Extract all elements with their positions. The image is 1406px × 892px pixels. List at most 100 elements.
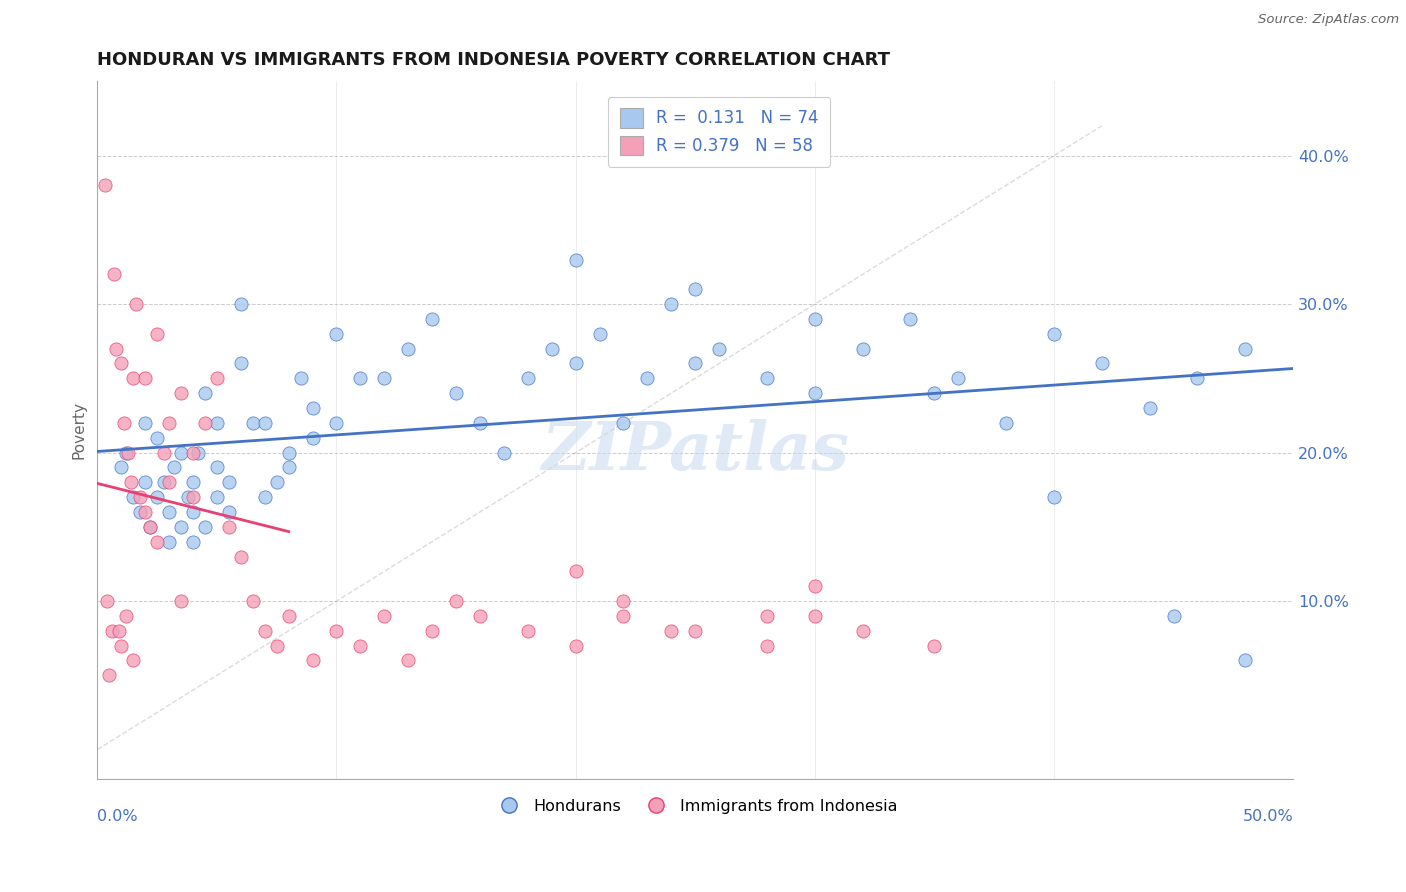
Point [1043,326,1066,341]
Point [516,624,538,638]
Point [852,342,875,356]
Point [194,386,217,401]
Point [1139,401,1161,415]
Point [129,505,152,519]
Point [396,653,419,667]
Point [139,520,162,534]
Point [755,608,778,623]
Point [924,639,946,653]
Point [1234,653,1257,667]
Point [266,475,288,490]
Point [110,639,132,653]
Point [134,475,156,490]
Point [110,356,132,370]
Point [187,445,209,459]
Point [181,445,204,459]
Point [277,608,299,623]
Point [564,356,586,370]
Point [612,594,634,608]
Point [325,326,347,341]
Point [153,475,176,490]
Point [110,460,132,475]
Point [218,520,240,534]
Point [373,371,395,385]
Point [194,416,217,430]
Point [124,297,146,311]
Point [170,386,193,401]
Point [444,386,467,401]
Point [420,624,443,638]
Point [1163,608,1185,623]
Point [612,608,634,623]
Point [804,312,827,326]
Point [157,534,180,549]
Point [170,520,193,534]
Point [1234,342,1257,356]
Point [122,653,145,667]
Point [564,565,586,579]
Point [468,608,491,623]
Point [804,608,827,623]
Y-axis label: Poverty: Poverty [72,401,86,459]
Point [636,371,658,385]
Point [170,445,193,459]
Point [194,520,217,534]
Point [93,178,115,193]
Point [181,505,204,519]
Point [266,639,288,653]
Point [612,416,634,430]
Point [134,505,156,519]
Point [492,445,515,459]
Point [277,460,299,475]
Point [146,431,169,445]
Point [105,342,128,356]
Point [181,475,204,490]
Point [117,445,139,459]
Point [659,297,682,311]
Point [205,416,228,430]
Point [349,371,371,385]
Point [1043,490,1066,504]
Point [229,356,252,370]
Point [115,445,138,459]
Point [122,490,145,504]
Point [103,268,125,282]
Point [683,282,706,296]
Point [683,624,706,638]
Point [290,371,312,385]
Point [98,668,121,682]
Point [253,416,276,430]
Point [468,416,491,430]
Point [100,624,122,638]
Point [852,624,875,638]
Point [120,475,142,490]
Point [115,608,138,623]
Point [325,416,347,430]
Point [229,549,252,564]
Point [948,371,970,385]
Point [277,445,299,459]
Text: HONDURAN VS IMMIGRANTS FROM INDONESIA POVERTY CORRELATION CHART: HONDURAN VS IMMIGRANTS FROM INDONESIA PO… [97,51,890,69]
Point [134,416,156,430]
Point [804,386,827,401]
Point [146,534,169,549]
Point [218,475,240,490]
Point [170,594,193,608]
Point [707,342,730,356]
Point [139,520,162,534]
Point [516,371,538,385]
Point [683,356,706,370]
Point [900,312,922,326]
Point [995,416,1018,430]
Point [229,297,252,311]
Legend: Hondurans, Immigrants from Indonesia: Hondurans, Immigrants from Indonesia [486,792,904,820]
Point [205,460,228,475]
Text: 50.0%: 50.0% [1243,809,1294,824]
Text: ZIPatlas: ZIPatlas [541,418,849,483]
Point [205,490,228,504]
Point [301,401,323,415]
Point [755,639,778,653]
Point [108,624,131,638]
Point [134,371,156,385]
Point [177,490,200,504]
